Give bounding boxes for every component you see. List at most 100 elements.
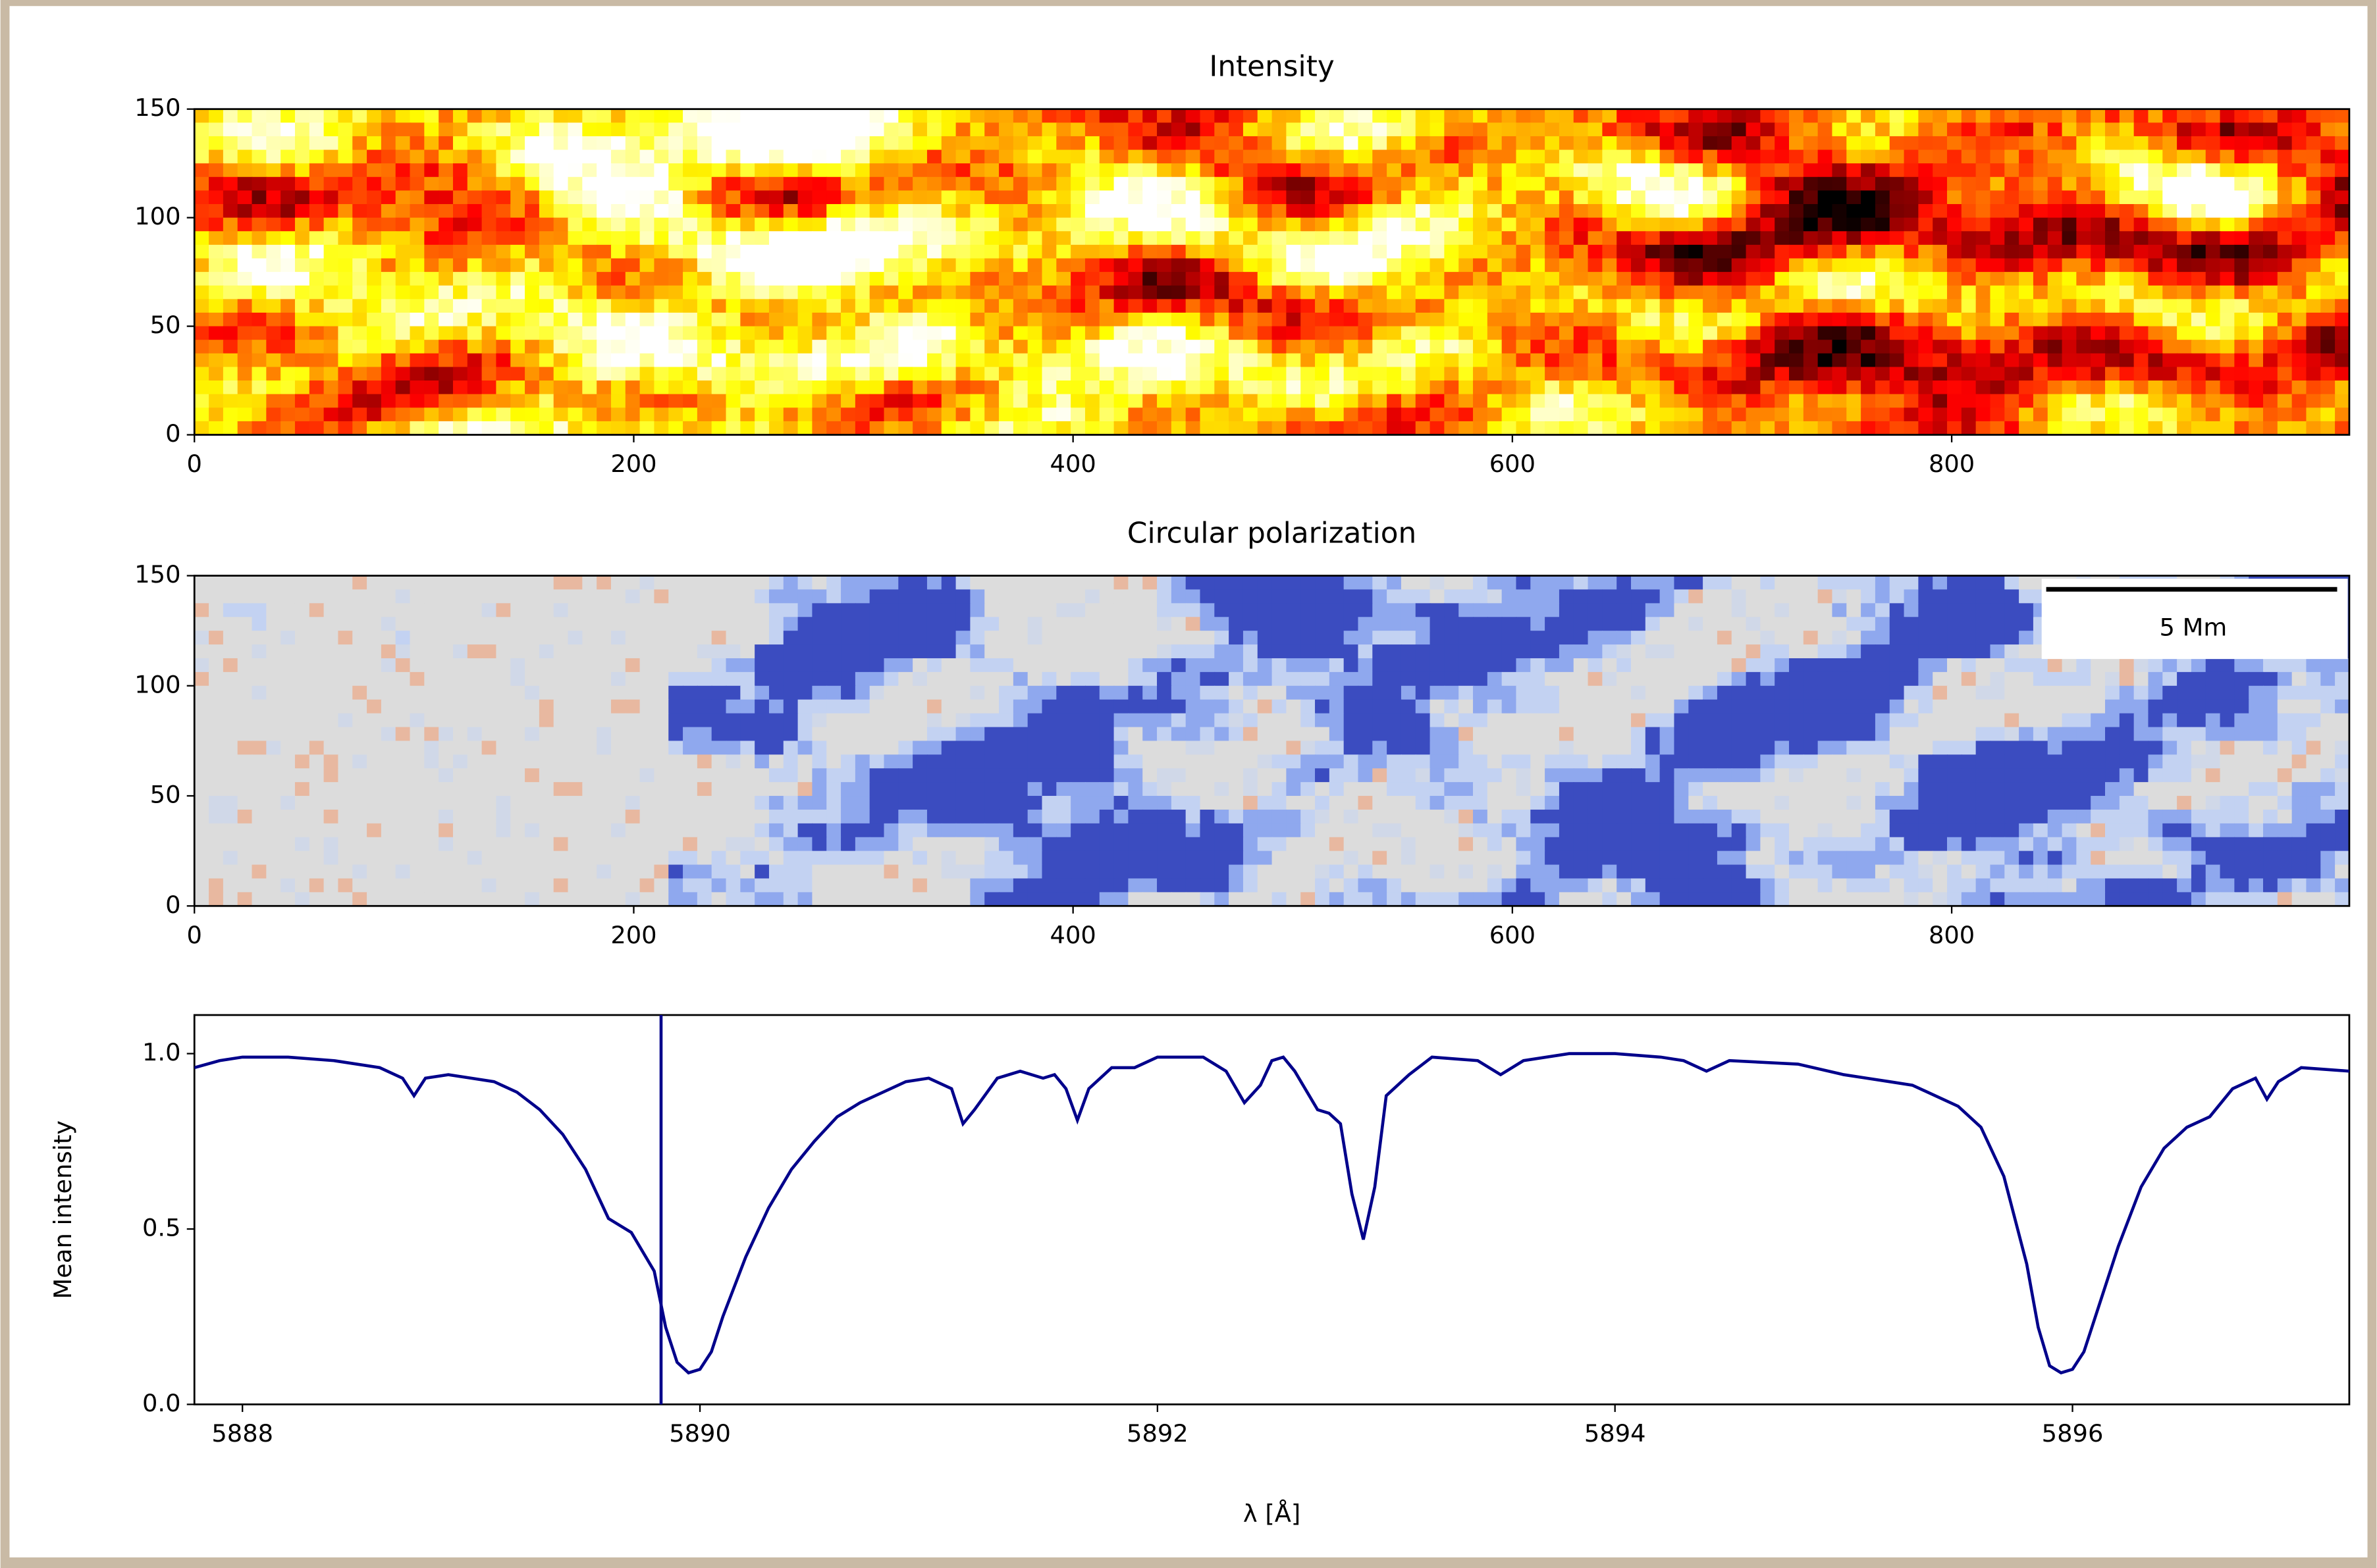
pixel: [1545, 272, 1560, 286]
pixel: [1962, 367, 1977, 381]
pixel: [2191, 353, 2206, 368]
pixel: [1329, 245, 1345, 259]
pixel: [942, 218, 957, 232]
pixel: [439, 658, 454, 673]
pixel: [2091, 286, 2106, 300]
pixel: [812, 644, 827, 659]
pixel: [1832, 204, 1847, 219]
pixel: [1344, 589, 1359, 604]
pixel: [1789, 286, 1804, 300]
pixel: [1588, 407, 1603, 422]
pixel: [1645, 163, 1661, 178]
pixel: [194, 589, 209, 604]
pixel: [1502, 150, 1517, 165]
pixel: [352, 340, 367, 354]
pixel: [2220, 286, 2235, 300]
pixel: [209, 258, 224, 273]
pixel: [410, 617, 425, 631]
pixel: [1013, 190, 1028, 205]
pixel: [1861, 286, 1876, 300]
pixel: [970, 258, 985, 273]
pixel: [2220, 407, 2235, 422]
pixel: [1243, 272, 1258, 286]
pixel: [1243, 150, 1258, 165]
pixel: [1530, 109, 1545, 124]
pixel: [2206, 109, 2221, 124]
pixel: [1028, 313, 1043, 327]
pixel: [1933, 231, 1948, 246]
pixel: [252, 313, 267, 327]
pixel: [280, 245, 296, 259]
pixel: [295, 272, 310, 286]
pixel: [2191, 340, 2206, 354]
pixel: [1746, 272, 1761, 286]
pixel: [697, 394, 712, 409]
pixel: [1962, 380, 1977, 395]
pixel: [1171, 576, 1187, 590]
pixel: [381, 394, 396, 409]
pixel: [1717, 367, 1732, 381]
pixel: [2019, 631, 2034, 645]
pixel: [2120, 136, 2135, 151]
pixel: [223, 313, 238, 327]
pixel: [2033, 286, 2048, 300]
pixel: [884, 617, 899, 631]
pixel: [1976, 109, 1991, 124]
pixel: [1732, 367, 1747, 381]
pixel: [984, 231, 1000, 246]
pixel: [2306, 299, 2321, 313]
pixel: [1832, 272, 1847, 286]
pixel: [2091, 407, 2106, 422]
pixel: [324, 353, 339, 368]
pixel: [798, 190, 813, 205]
pixel: [1990, 258, 2005, 273]
pixel: [1588, 367, 1603, 381]
pixel: [2091, 367, 2106, 381]
pixel: [309, 589, 325, 604]
pixel: [338, 658, 353, 673]
pixel: [1243, 658, 1258, 673]
pixel: [2105, 658, 2120, 673]
pixel: [870, 367, 885, 381]
pixel: [2177, 163, 2192, 178]
pixel: [984, 245, 1000, 259]
pixel: [2148, 394, 2163, 409]
pixel: [654, 367, 669, 381]
pixel: [2148, 190, 2163, 205]
pixel: [1430, 658, 1445, 673]
pixel: [1387, 231, 1402, 246]
pixel: [1660, 603, 1675, 617]
pixel: [1214, 380, 1229, 395]
pixel: [1746, 394, 1761, 409]
pixel: [913, 576, 928, 590]
pixel: [1200, 299, 1215, 313]
pixel: [726, 631, 741, 645]
pixel: [266, 163, 281, 178]
pixel: [970, 190, 985, 205]
pixel: [1085, 421, 1100, 436]
pixel: [1775, 231, 1790, 246]
pixel: [1416, 327, 1431, 341]
pixel: [1832, 150, 1847, 165]
pixel: [367, 272, 382, 286]
pixel: [640, 340, 655, 354]
pixel: [2162, 394, 2177, 409]
pixel: [1674, 150, 1689, 165]
pixel: [2249, 204, 2264, 219]
pixel: [2320, 299, 2336, 313]
pixel: [1947, 204, 1962, 219]
pixel: [1760, 658, 1775, 673]
pixel: [424, 163, 439, 178]
pixel: [1732, 407, 1747, 422]
pixel: [1717, 421, 1732, 436]
pixel: [1588, 231, 1603, 246]
pixel: [2220, 245, 2235, 259]
pixel: [970, 407, 985, 422]
pixel: [640, 190, 655, 205]
pixel: [252, 150, 267, 165]
pixel: [1401, 327, 1416, 341]
pixel: [1631, 340, 1646, 354]
pixel: [870, 672, 885, 687]
pixel: [2249, 658, 2264, 673]
pixel: [1947, 672, 1962, 687]
